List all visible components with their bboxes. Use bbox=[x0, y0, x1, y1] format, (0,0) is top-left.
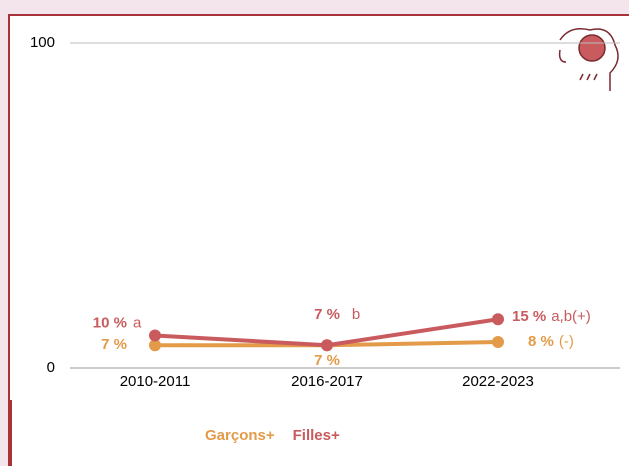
point bbox=[149, 329, 161, 342]
data-label: 7 % bbox=[101, 336, 127, 353]
point bbox=[149, 339, 161, 352]
data-label: 7 % bbox=[314, 306, 340, 323]
x-tick-label: 2022-2023 bbox=[462, 373, 534, 390]
legend-label: Filles+ bbox=[293, 427, 340, 444]
point bbox=[492, 313, 504, 326]
point bbox=[492, 336, 504, 348]
card bbox=[8, 14, 629, 466]
card-accent bbox=[8, 400, 12, 466]
y-tick-label: 0 bbox=[47, 359, 55, 376]
data-label: 8 % bbox=[528, 333, 554, 350]
legend-label: Garçons+ bbox=[205, 427, 275, 444]
brain-icon bbox=[558, 28, 619, 91]
data-label: 7 % bbox=[314, 352, 340, 369]
data-note: (-) bbox=[559, 333, 574, 350]
point bbox=[321, 339, 333, 352]
data-note: a,b(+) bbox=[551, 308, 591, 325]
x-tick-label: 2016-2017 bbox=[291, 373, 363, 390]
data-note: b bbox=[352, 306, 360, 323]
y-tick-label: 100 bbox=[30, 34, 55, 51]
data-note: a bbox=[133, 314, 142, 331]
data-label: 15 % bbox=[512, 308, 546, 325]
data-label: 10 % bbox=[93, 314, 127, 331]
card-border bbox=[8, 14, 629, 466]
x-tick-label: 2010-2011 bbox=[120, 373, 191, 390]
